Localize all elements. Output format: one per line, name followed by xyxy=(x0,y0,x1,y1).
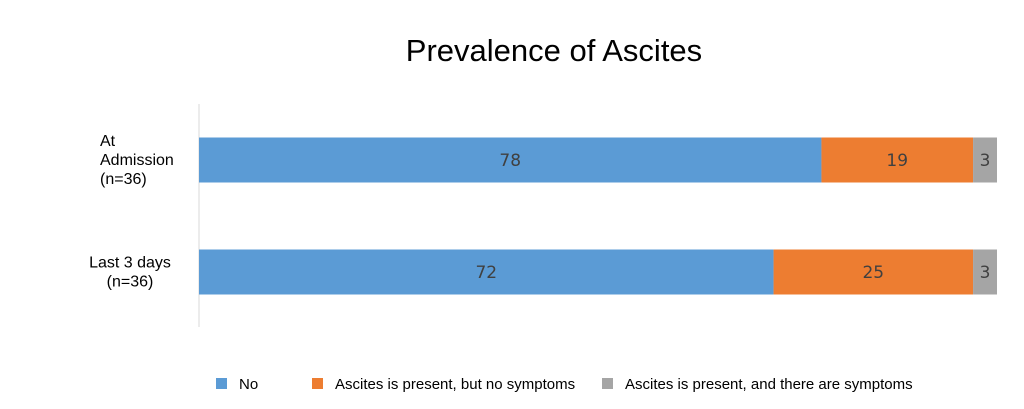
legend-swatch-2 xyxy=(312,378,323,389)
category-label-1-line-1: At xyxy=(100,133,116,150)
category-label-1-line-2: Admission xyxy=(100,152,174,169)
data-label-1-1: 78 xyxy=(499,151,521,171)
category-label-2-line-1: Last 3 days xyxy=(89,255,171,272)
legend-swatch-1 xyxy=(216,378,227,389)
data-label-1-2: 19 xyxy=(886,151,908,171)
bar-segment-1-3 xyxy=(973,137,997,183)
plot-area: 78 19 3 At Admission (n=36) 72 25 3 Last 3 days (n… xyxy=(89,133,997,295)
data-label-1-3: 3 xyxy=(980,151,991,171)
bar-segment-1-1 xyxy=(199,137,822,183)
data-label-2-3: 3 xyxy=(980,263,991,283)
bar-segment-2-1 xyxy=(199,249,774,295)
data-label-2-2: 25 xyxy=(862,263,884,283)
data-label-2-1: 72 xyxy=(475,263,497,283)
bar-segment-1-2 xyxy=(821,137,974,183)
legend-label-2: Ascites is present, but no symptoms xyxy=(335,376,575,393)
bar-segment-2-3 xyxy=(973,249,997,295)
legend-label-1: No xyxy=(239,376,258,393)
legend: No Ascites is present, but no symptoms Asc… xyxy=(216,376,913,393)
category-label-1-line-3: (n=36) xyxy=(100,171,147,188)
legend-label-3: Ascites is present, and there are sympto… xyxy=(625,376,913,393)
category-label-2-line-2: (n=36) xyxy=(107,274,154,291)
bar-segment-2-2 xyxy=(773,249,974,295)
legend-swatch-3 xyxy=(602,378,613,389)
chart-title: Prevalence of Ascites xyxy=(406,33,702,68)
